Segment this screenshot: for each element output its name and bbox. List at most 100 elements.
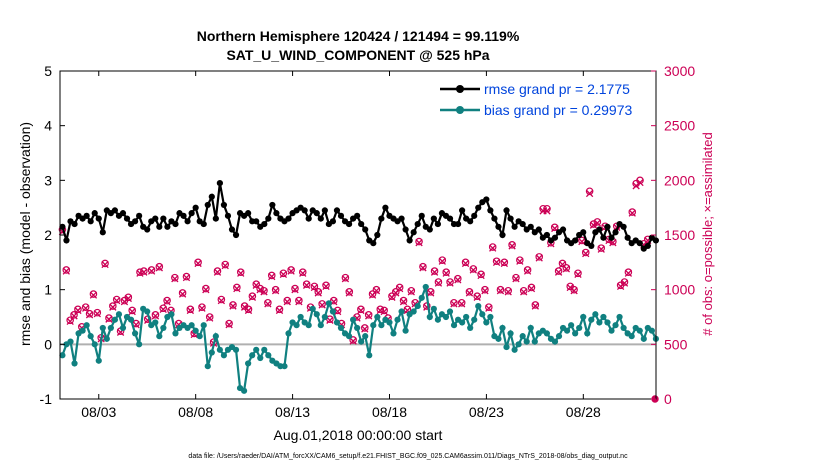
obs-assimilated-point bbox=[233, 284, 241, 293]
obs-assimilated-point bbox=[147, 267, 156, 275]
bias-point bbox=[253, 346, 260, 353]
obs-possible-point bbox=[554, 267, 563, 275]
obs-possible-point bbox=[450, 298, 458, 307]
obs-assimilated-point bbox=[624, 269, 633, 277]
obs-possible-point bbox=[457, 298, 466, 307]
obs-assimilated-point bbox=[221, 261, 229, 270]
obs-possible-point bbox=[434, 278, 443, 286]
obs-possible-point bbox=[423, 302, 431, 310]
x-tick-label: 08/23 bbox=[469, 404, 504, 420]
obs-assimilated-point bbox=[527, 284, 536, 293]
obs-assimilated-point bbox=[333, 307, 342, 316]
rmse-point bbox=[119, 210, 127, 217]
bias-point bbox=[196, 333, 203, 340]
obs-possible-point bbox=[523, 266, 532, 274]
bias-point bbox=[475, 302, 482, 310]
obs-possible-point bbox=[562, 263, 571, 272]
obs-assimilated-point bbox=[66, 317, 74, 326]
bias-point bbox=[249, 352, 256, 359]
obs-assimilated-point bbox=[419, 264, 427, 272]
rmse-point bbox=[410, 229, 417, 236]
obs-assimilated-point bbox=[430, 268, 439, 276]
rmse-point bbox=[232, 231, 240, 239]
bias-point bbox=[471, 316, 478, 323]
y-right-tick-label: 1500 bbox=[664, 227, 695, 243]
legend-rmse-label: rmse grand pr = 2.1775 bbox=[484, 81, 630, 97]
bias-point bbox=[418, 294, 425, 301]
obs-possible-point bbox=[155, 262, 164, 271]
bias-point bbox=[136, 341, 143, 348]
obs-assimilated-point bbox=[213, 268, 222, 276]
obs-assimilated-point bbox=[225, 320, 233, 329]
bias-point bbox=[297, 313, 304, 321]
obs-assimilated-point bbox=[271, 287, 280, 295]
obs-possible-point bbox=[519, 286, 528, 295]
bias-point bbox=[446, 308, 454, 315]
bias-point bbox=[313, 311, 320, 318]
rmse-point bbox=[269, 201, 276, 209]
obs-assimilated-point bbox=[155, 264, 163, 272]
bias-point bbox=[402, 327, 409, 334]
obs-possible-point bbox=[543, 204, 551, 213]
obs-assimilated-point bbox=[454, 276, 462, 284]
obs-possible-point bbox=[322, 281, 330, 290]
obs-possible-point bbox=[267, 271, 276, 280]
obs-possible-point bbox=[74, 305, 82, 314]
bias-point bbox=[204, 363, 211, 370]
obs-possible-point bbox=[163, 296, 171, 305]
obs-assimilated-point bbox=[489, 244, 497, 252]
y-left-tick-label: 5 bbox=[44, 63, 52, 79]
obs-possible-point bbox=[360, 324, 369, 332]
obs-assimilated-point bbox=[140, 268, 148, 276]
bias-point bbox=[600, 313, 607, 321]
y-left-tick-label: 3 bbox=[44, 172, 52, 188]
obs-possible-point bbox=[349, 336, 357, 344]
obs-assimilated-point bbox=[124, 294, 132, 303]
rmse-point bbox=[228, 226, 236, 233]
bias-point bbox=[281, 363, 288, 370]
obs-possible-point bbox=[407, 286, 416, 295]
rmse-point bbox=[253, 218, 260, 225]
obs-assimilated-point bbox=[473, 293, 481, 301]
obs-possible-point bbox=[62, 266, 71, 274]
rmse-point bbox=[184, 218, 191, 225]
obs-assimilated-point bbox=[570, 287, 578, 295]
rmse-point bbox=[285, 215, 292, 222]
x-axis-label: Aug.01,2018 00:00:00 start bbox=[274, 427, 443, 443]
rmse-point bbox=[588, 242, 595, 250]
y-right-tick-label: 2000 bbox=[664, 172, 695, 188]
obs-assimilated-point bbox=[523, 267, 532, 275]
rmse-point bbox=[329, 218, 337, 225]
rmse-point bbox=[188, 210, 195, 217]
x-tick-label: 08/28 bbox=[566, 404, 601, 420]
obs-assimilated-point bbox=[326, 316, 334, 324]
obs-assimilated-point bbox=[93, 310, 101, 318]
bias-point bbox=[305, 322, 312, 329]
bias-point bbox=[208, 349, 215, 356]
rmse-point bbox=[71, 220, 78, 228]
obs-possible-point bbox=[550, 223, 559, 232]
rmse-point bbox=[499, 231, 506, 239]
bias-point bbox=[378, 322, 385, 329]
obs-possible-point bbox=[391, 288, 400, 296]
bias-point bbox=[636, 327, 643, 334]
rmse-point bbox=[111, 207, 119, 214]
rmse-point bbox=[475, 204, 482, 211]
obs-assimilated-point bbox=[554, 268, 563, 276]
obs-assimilated-point bbox=[186, 306, 195, 315]
bias-point bbox=[261, 346, 268, 353]
legend: rmse grand pr = 2.1775 bias grand pr = 0… bbox=[432, 78, 654, 122]
obs-assimilated-point bbox=[589, 221, 598, 229]
obs-possible-point bbox=[236, 268, 245, 276]
obs-assimilated-point bbox=[237, 269, 245, 277]
obs-assimilated-point bbox=[465, 289, 474, 297]
obs-possible-point bbox=[473, 292, 482, 301]
obs-possible-point bbox=[93, 308, 102, 317]
bias-point bbox=[111, 316, 119, 323]
obs-assimilated-point bbox=[357, 306, 365, 315]
bias-point bbox=[616, 313, 623, 321]
obs-possible-point bbox=[66, 316, 74, 325]
rmse-point bbox=[192, 204, 199, 211]
obs-possible-point bbox=[213, 267, 222, 275]
y-axis-left-label: rmse and bias (model - observation) bbox=[17, 122, 33, 346]
